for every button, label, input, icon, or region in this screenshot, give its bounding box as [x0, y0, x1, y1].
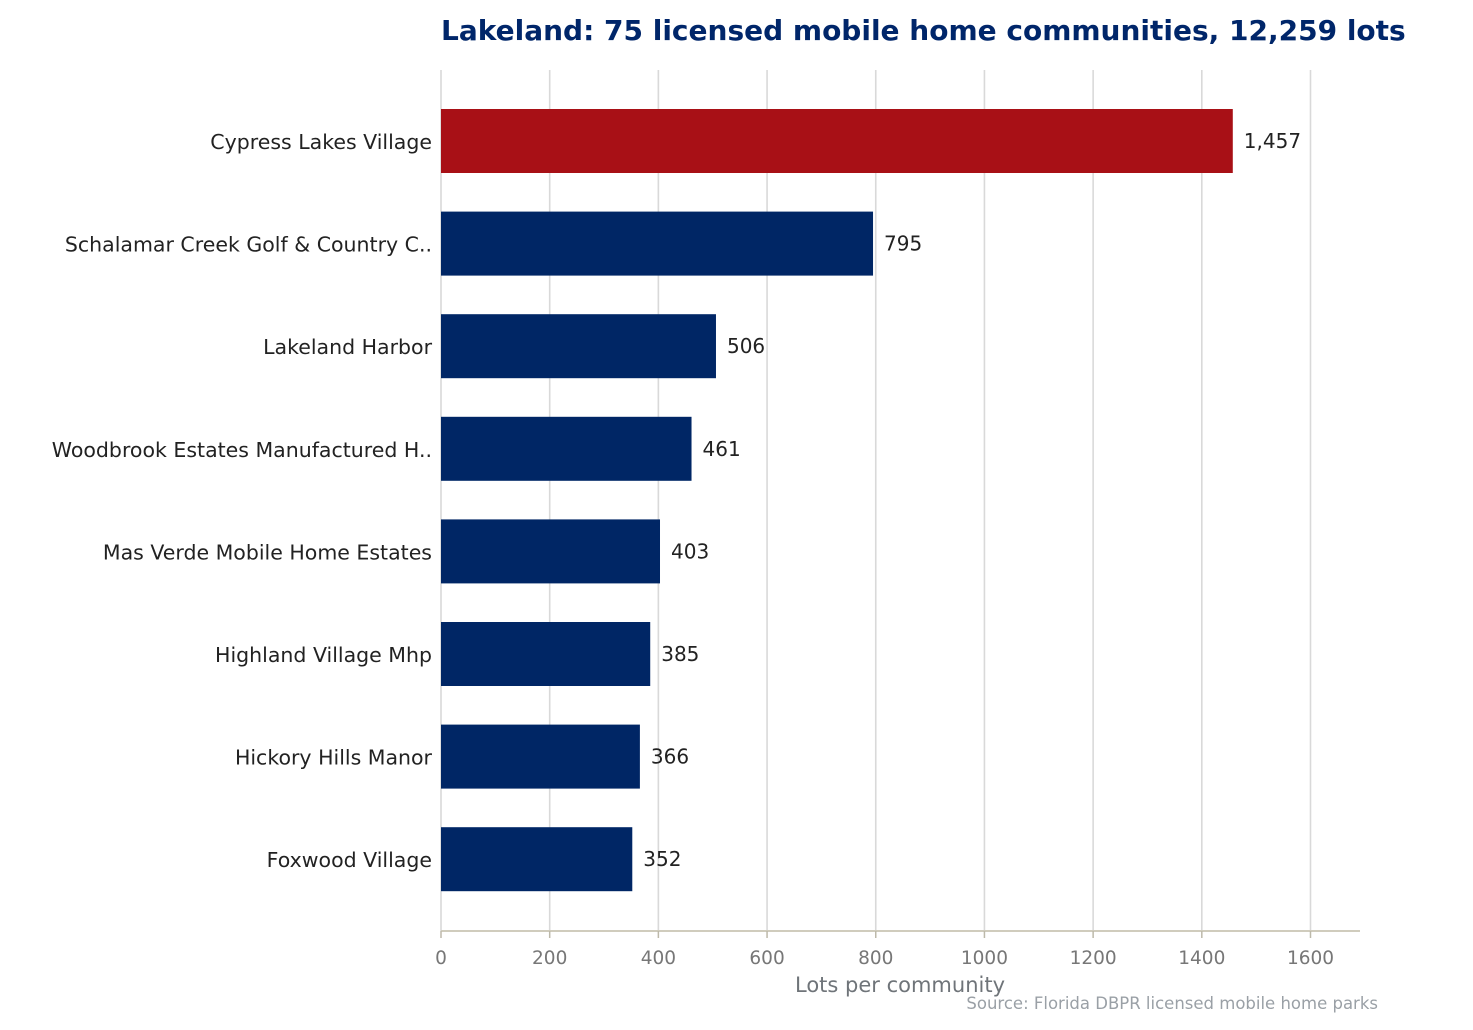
value-label: 352: [643, 847, 681, 871]
x-tick-label: 200: [532, 948, 567, 969]
value-label: 506: [727, 334, 765, 358]
x-tick-label: 0: [435, 948, 447, 969]
bar: [441, 314, 716, 379]
x-axis-title: Lots per community: [795, 973, 1005, 997]
value-label: 366: [651, 745, 689, 769]
x-tick-label: 600: [749, 948, 784, 969]
chart-title: Lakeland: 75 licensed mobile home commun…: [441, 14, 1406, 47]
category-label: Schalamar Creek Golf & Country C..: [65, 233, 432, 257]
value-label: 461: [703, 437, 741, 461]
value-label: 1,457: [1244, 129, 1301, 153]
category-label: Hickory Hills Manor: [235, 746, 433, 770]
bar: [441, 724, 640, 789]
bar: [441, 519, 661, 584]
value-label: 795: [884, 232, 922, 256]
bar: [441, 622, 651, 686]
category-label: Woodbrook Estates Manufactured H..: [52, 438, 432, 462]
x-tick-label: 1400: [1178, 948, 1225, 969]
x-tick-label: 1000: [961, 948, 1008, 969]
value-labels: 1,457 795 506 461 403 385 366 352: [643, 129, 1301, 871]
source-note: Source: Florida DBPR licensed mobile hom…: [966, 994, 1378, 1013]
category-label: Foxwood Village: [267, 848, 432, 872]
value-label: 403: [671, 539, 709, 563]
x-tick-label: 1600: [1287, 948, 1334, 969]
category-label: Cypress Lakes Village: [210, 130, 432, 154]
gridlines: [440, 70, 1312, 931]
x-tick-label: 400: [641, 948, 676, 969]
x-axis-ticks: 0 200 400 600 800 1000 1200 1400 1600: [435, 931, 1334, 969]
bar: [441, 416, 692, 481]
category-labels: Cypress Lakes Village Schalamar Creek Gol…: [52, 130, 433, 872]
category-label: Lakeland Harbor: [263, 335, 432, 359]
bar: [441, 211, 874, 276]
x-tick-label: 800: [858, 948, 893, 969]
value-label: 385: [661, 642, 699, 666]
category-label: Mas Verde Mobile Home Estates: [103, 540, 432, 564]
x-tick-label: 1200: [1070, 948, 1117, 969]
bar: [441, 827, 633, 892]
bar: [441, 109, 1233, 173]
bars: [441, 109, 1233, 892]
category-label: Highland Village Mhp: [215, 643, 432, 667]
